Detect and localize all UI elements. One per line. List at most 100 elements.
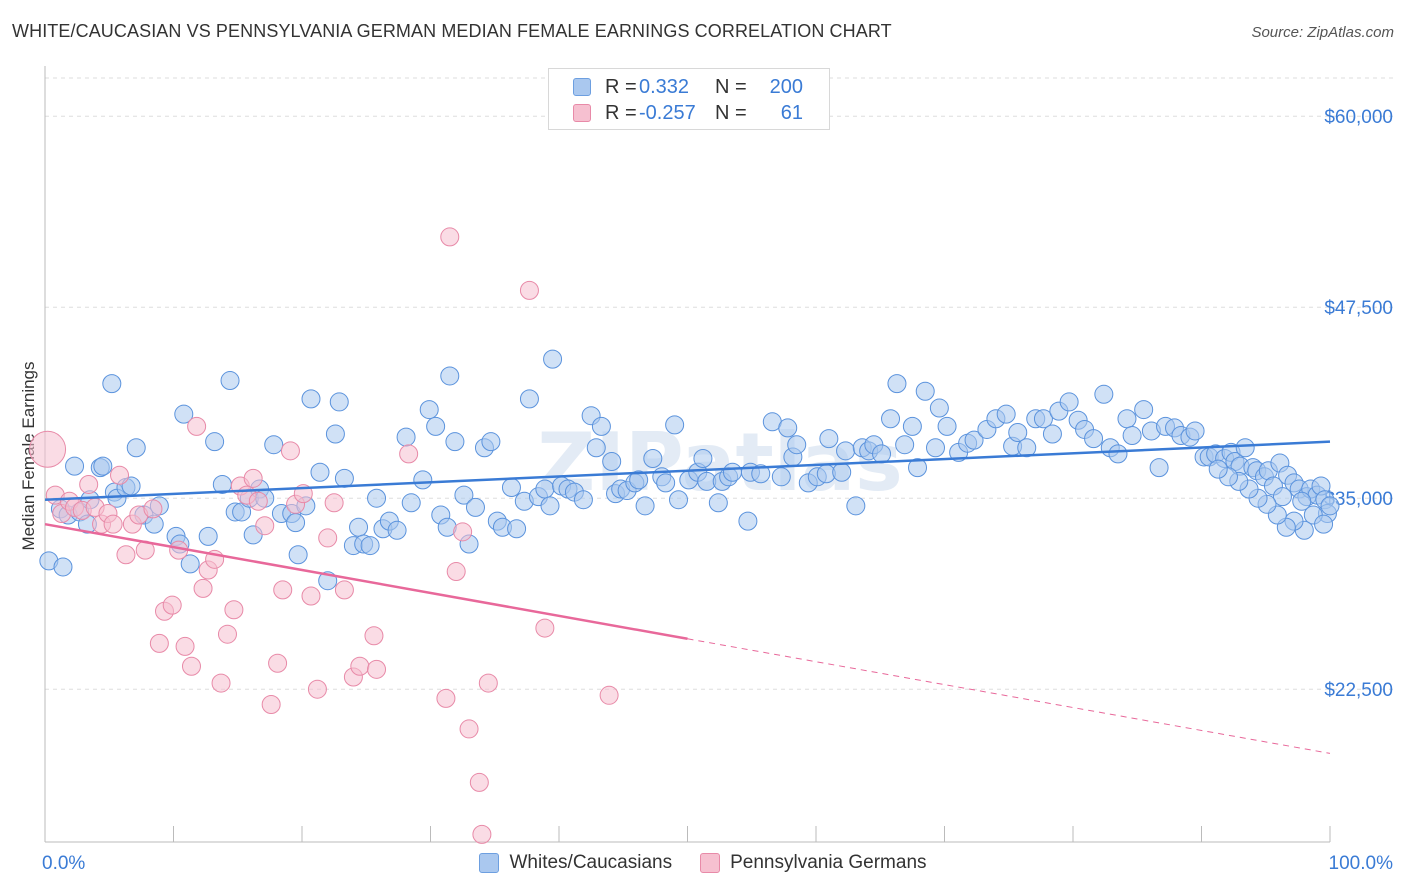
whites-point (1008, 422, 1028, 442)
whites-point (887, 374, 907, 394)
pa-germans-point (268, 653, 288, 673)
pa-germans-point (318, 528, 338, 548)
whites-point (708, 493, 728, 513)
pa-germans-point (440, 227, 460, 247)
y-axis-label: Median Female Earnings (19, 362, 38, 551)
pa-germans-point (535, 618, 555, 638)
pa-germans-point (149, 633, 169, 653)
trend-line-pa-germans-projection (687, 638, 1331, 754)
whites-point (881, 409, 901, 429)
legend-row-whites: R = 0.332 N = 200 (573, 75, 803, 99)
legend-swatch-pink (573, 104, 591, 122)
legend-swatch-pink (700, 853, 721, 873)
whites-point (591, 416, 611, 436)
series-legend: Whites/Caucasians Pennsylvania Germans (0, 852, 1406, 874)
whites-point (540, 496, 560, 516)
pa-germans-point (307, 679, 327, 699)
pa-germans-point (399, 444, 419, 464)
whites-point (819, 429, 839, 449)
whites-point (635, 496, 655, 516)
whites-point (846, 496, 866, 516)
whites-point (738, 511, 758, 531)
whites-point (902, 416, 922, 436)
pa-germans-point (187, 416, 207, 436)
whites-point (915, 381, 935, 401)
whites-point (1084, 429, 1104, 449)
pa-germans-point (334, 580, 354, 600)
whites-point (895, 435, 915, 455)
whites-point (787, 435, 807, 455)
whites-point (501, 478, 521, 498)
whites-point (481, 432, 501, 452)
legend-item-pa-germans[interactable]: Pennsylvania Germans (700, 852, 927, 874)
trend-line-whites (44, 440, 1331, 501)
whites-point (419, 400, 439, 420)
whites-point (174, 404, 194, 424)
pa-germans-point (324, 493, 344, 513)
whites-point (387, 520, 407, 540)
whites-point (643, 448, 663, 468)
pa-germans-point (243, 468, 263, 488)
pa-germans-point (116, 545, 136, 565)
whites-point (126, 438, 146, 458)
whites-point (507, 519, 527, 539)
whites-point (771, 467, 791, 487)
pa-germans-point (446, 562, 466, 582)
x-tick-label: 0.0% (42, 853, 85, 874)
whites-point (929, 398, 949, 418)
whites-point (778, 418, 798, 438)
whites-point (1292, 491, 1312, 511)
whites-point (465, 497, 485, 517)
whites-point (264, 435, 284, 455)
pa-germans-point (280, 441, 300, 461)
whites-point (543, 349, 563, 369)
whites-point (325, 424, 345, 444)
whites-point (1320, 496, 1340, 516)
r-label: R = (605, 101, 637, 124)
pa-germans-point (110, 465, 130, 485)
whites-point (1042, 424, 1062, 444)
x-tick-label: 100.0% (1329, 853, 1394, 874)
whites-point (1185, 421, 1205, 441)
whites-point (964, 430, 984, 450)
whites-point (836, 441, 856, 461)
whites-point (65, 456, 85, 476)
whites-point (301, 389, 321, 409)
whites-point (1122, 426, 1142, 446)
whites-point (602, 452, 622, 472)
whites-point (401, 493, 421, 513)
pa-germans-point (255, 516, 275, 536)
pa-germans-point (193, 578, 213, 598)
pa-germans-point (599, 685, 619, 705)
pa-germans-point (224, 600, 244, 620)
pa-germans-point (181, 656, 201, 676)
legend-item-whites[interactable]: Whites/Caucasians (479, 852, 672, 874)
legend-row-pa-germans: R = -0.257 N = 61 (573, 101, 803, 125)
pa-germans-point (459, 719, 479, 739)
pa-germans-point (162, 595, 182, 615)
whites-point (926, 438, 946, 458)
whites-point (198, 526, 218, 546)
trend-line-pa-germans (44, 522, 688, 641)
whites-point (586, 438, 606, 458)
whites-point (205, 432, 225, 452)
y-tick-label: $22,500 (1324, 680, 1393, 701)
whites-point (220, 371, 240, 391)
whites-point (1033, 409, 1053, 429)
whites-point (665, 415, 685, 435)
whites-point (1059, 392, 1079, 412)
pa-germans-point (79, 474, 99, 494)
whites-point (1017, 438, 1037, 458)
r-label: R = (605, 75, 637, 98)
whites-point (180, 554, 200, 574)
whites-point (413, 470, 433, 490)
pa-germans-point (143, 499, 163, 519)
pa-germans-point (175, 636, 195, 656)
source-label: Source: ZipAtlas.com (1251, 24, 1394, 41)
whites-point (288, 545, 308, 565)
whites-point (349, 517, 369, 537)
whites-point (908, 458, 928, 478)
correlation-legend: R = 0.332 N = 200 R = -0.257 N = 61 (548, 68, 830, 130)
whites-point (102, 374, 122, 394)
